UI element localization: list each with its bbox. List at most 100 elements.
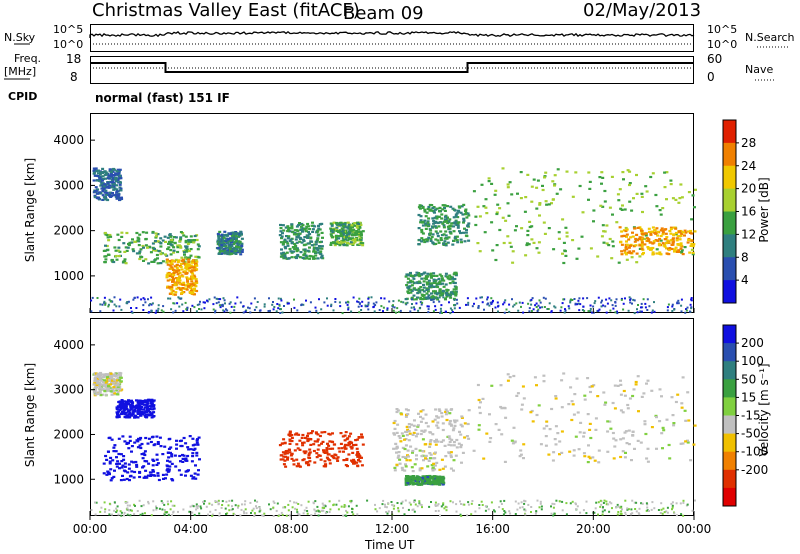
- vel-cell: [334, 454, 338, 457]
- power-cell: [154, 236, 158, 239]
- x-tick-label-2: 08:00: [274, 522, 309, 536]
- power-cell: [232, 242, 236, 246]
- vel-cell: [326, 453, 330, 456]
- power-cell: [142, 246, 145, 249]
- power-cell: [608, 206, 612, 209]
- power-cell: [352, 228, 356, 231]
- vel-cell: [147, 502, 150, 505]
- nsky-label: N.Sky: [4, 31, 36, 44]
- vel-cell: [203, 500, 206, 503]
- vel-cell: [548, 428, 552, 431]
- power-cell: [528, 310, 531, 313]
- vel-cell: [612, 437, 616, 440]
- power-cell: [350, 229, 354, 232]
- vel-cell: [522, 457, 525, 460]
- vel-cell: [189, 474, 193, 477]
- power-cell: [118, 174, 122, 177]
- vel-cell: [226, 512, 229, 515]
- vel-cell: [476, 383, 480, 387]
- power-cell: [661, 233, 665, 236]
- power-cell: [538, 299, 541, 302]
- vel-cell: [588, 428, 592, 431]
- vel-cell: [411, 483, 415, 486]
- power-cell: [423, 277, 427, 280]
- power-cell: [301, 256, 305, 259]
- vel-cell: [124, 411, 128, 414]
- power-cell: [623, 251, 627, 254]
- vel-cell: [188, 510, 191, 513]
- power-cell: [551, 180, 555, 183]
- power-cell: [161, 260, 165, 263]
- power-cell: [296, 255, 300, 258]
- vel-cell: [116, 414, 120, 417]
- vel-cell: [612, 457, 616, 460]
- power-cell: [446, 205, 449, 208]
- vel-cell: [138, 499, 141, 502]
- vel-cell: [582, 452, 586, 455]
- power-cell: [168, 292, 172, 295]
- vel-cell: [536, 499, 539, 502]
- vel-cell: [453, 424, 457, 427]
- power-cell: [144, 244, 148, 247]
- power-cell: [600, 305, 603, 308]
- vel-cell: [300, 436, 304, 439]
- power-cell: [176, 302, 179, 305]
- power-cell: [473, 302, 475, 305]
- power-cell: [347, 306, 350, 309]
- power-cell: [651, 246, 655, 250]
- power-cell: [453, 299, 456, 301]
- vel-cell: [404, 499, 407, 502]
- vel-cell: [530, 409, 534, 413]
- power-cell: [224, 249, 228, 252]
- vel-cell: [450, 424, 453, 427]
- power-cell: [347, 308, 350, 311]
- power-cell: [640, 310, 643, 313]
- vel-cell: [120, 401, 124, 404]
- vel-cell: [269, 508, 272, 511]
- power-cell: [429, 232, 433, 235]
- power-cell: [112, 194, 116, 197]
- vel-cell: [324, 464, 328, 467]
- vel-cell: [672, 422, 676, 425]
- power-cell: [308, 233, 312, 236]
- power-cell: [320, 254, 324, 257]
- vel-cell: [170, 500, 173, 503]
- power-cell: [226, 249, 230, 252]
- power-cell: [240, 244, 244, 247]
- power-cell: [191, 261, 194, 264]
- vel-cell: [191, 444, 195, 447]
- vel-cell: [440, 458, 444, 461]
- power-cell: [434, 238, 438, 241]
- vel-cell: [423, 429, 427, 432]
- power-cell: [168, 275, 172, 278]
- vel-cell: [103, 501, 106, 504]
- power-cell: [294, 245, 298, 248]
- vel-cell: [135, 465, 139, 468]
- power-cell: [126, 301, 129, 303]
- power-cell: [436, 215, 440, 218]
- vel-cell: [450, 408, 454, 411]
- vel-cell: [110, 375, 114, 378]
- vel-cell: [306, 434, 309, 437]
- power-cell: [667, 248, 671, 252]
- power-cell: [346, 226, 349, 229]
- power-cell: [547, 227, 551, 230]
- vel-cell: [658, 420, 662, 423]
- power-cell: [190, 285, 194, 288]
- power-cell: [112, 188, 116, 191]
- power-cell: [242, 305, 245, 308]
- power-cell: [417, 243, 421, 246]
- power-cell: [639, 228, 643, 231]
- vel-cell: [599, 505, 602, 508]
- power-cell: [655, 227, 659, 230]
- power-cell: [140, 256, 144, 259]
- vel-cell: [459, 423, 463, 426]
- vel-cell: [676, 393, 680, 396]
- power-cell: [148, 311, 150, 314]
- vel-cell: [418, 467, 422, 470]
- vel-cell: [282, 506, 285, 509]
- vel-cell: [124, 501, 127, 504]
- vel-cell: [430, 501, 432, 503]
- vel-cell: [499, 405, 503, 409]
- vel-cell: [138, 410, 142, 414]
